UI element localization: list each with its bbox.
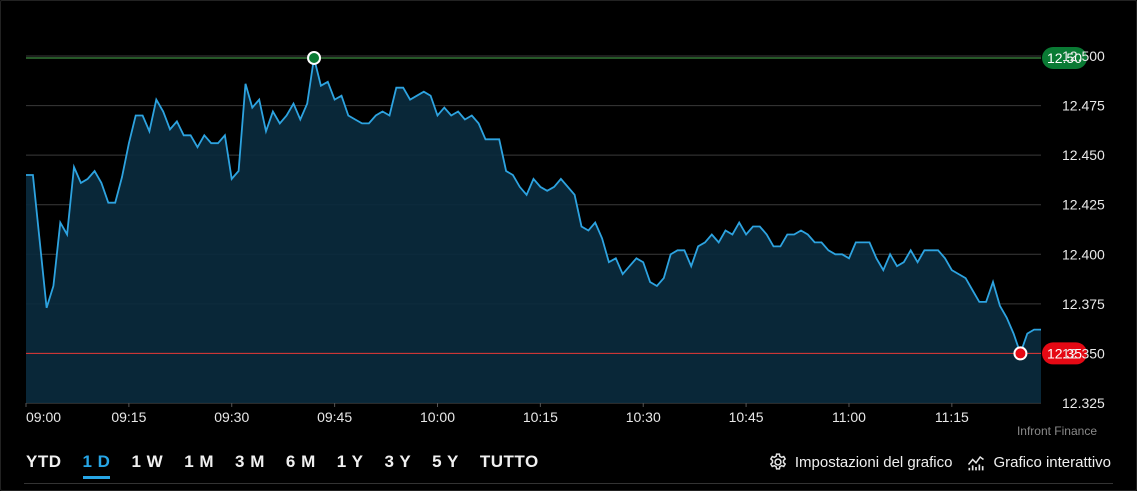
x-tick-label: 09:00 <box>26 409 61 425</box>
x-tick-label: 10:00 <box>420 409 455 425</box>
x-tick-label: 10:45 <box>729 409 764 425</box>
range-button-ytd[interactable]: YTD <box>26 452 62 471</box>
range-button-1d[interactable]: 1 D <box>82 452 111 479</box>
data-source: Infront Finance <box>1016 424 1097 438</box>
price-chart[interactable]: 12.50 12.35 09:00 09:15 09:30 09:45 10:00 10:1… <box>0 0 1137 430</box>
range-button-1y[interactable]: 1 Y <box>336 452 364 471</box>
range-button-5y[interactable]: 5 Y <box>432 452 459 471</box>
gear-icon <box>769 453 786 470</box>
high-point-marker <box>307 50 322 65</box>
price-line <box>26 57 1041 357</box>
x-axis: 09:00 09:15 09:30 09:45 10:00 10:15 10:30 10:45… <box>25 403 969 425</box>
x-tick-label: 11:00 <box>832 409 866 425</box>
range-button-1w[interactable]: 1 W <box>131 452 164 471</box>
low-badge-background <box>1042 342 1087 365</box>
x-tick-label: 11:15 <box>935 409 969 425</box>
line-chart-icon <box>968 455 985 471</box>
high-badge: 12.50 <box>1042 46 1087 69</box>
interactive-chart-label: Grafico interattivo <box>993 453 1111 471</box>
high-badge-background <box>1042 46 1087 69</box>
low-badge-label: 12.35 <box>1047 345 1082 361</box>
range-button-3m[interactable]: 3 M <box>235 452 265 471</box>
low-badge: 12.35 <box>1042 342 1087 365</box>
extreme-markers <box>307 50 1028 361</box>
x-tick-label: 09:30 <box>214 409 249 425</box>
y-tick-label: 12.500 <box>1062 48 1105 64</box>
chart-settings-label: Impostazioni del grafico <box>794 453 953 471</box>
range-button-tutto[interactable]: TUTTO <box>479 452 539 471</box>
range-button-1m[interactable]: 1 M <box>184 452 215 471</box>
price-area <box>26 58 1041 403</box>
divider <box>24 483 1113 484</box>
reference-lines: 12.50 12.35 <box>26 46 1087 365</box>
y-tick-label: 12.400 <box>1062 246 1105 262</box>
y-axis: 12.325 12.350 12.375 12.400 12.425 12.450 12.4… <box>1062 48 1105 411</box>
high-badge-label: 12.50 <box>1047 50 1082 66</box>
chart-tools: Impostazioni del grafico Grafico interat… <box>768 452 1111 472</box>
y-tick-label: 12.450 <box>1062 147 1105 163</box>
y-tick-label: 12.325 <box>1062 395 1105 411</box>
range-button-3y[interactable]: 3 Y <box>384 452 412 471</box>
y-tick-label: 12.375 <box>1062 296 1105 312</box>
chart-settings-button[interactable]: Impostazioni del grafico <box>768 452 953 472</box>
low-point-marker <box>1013 346 1028 361</box>
y-tick-label: 12.350 <box>1062 345 1105 361</box>
y-tick-label: 12.475 <box>1062 98 1105 114</box>
interactive-chart-button[interactable]: Grafico interattivo <box>966 452 1111 472</box>
x-tick-label: 10:30 <box>626 409 661 425</box>
x-tick-label: 09:15 <box>111 409 146 425</box>
y-tick-label: 12.425 <box>1062 197 1105 213</box>
x-tick-label: 09:45 <box>317 409 352 425</box>
x-tick-label: 10:15 <box>523 409 558 425</box>
range-button-6m[interactable]: 6 M <box>285 452 316 471</box>
range-selector: YTD 1 D 1 W 1 M 3 M 6 M 1 Y 3 Y 5 Y TUTTO <box>26 452 560 479</box>
